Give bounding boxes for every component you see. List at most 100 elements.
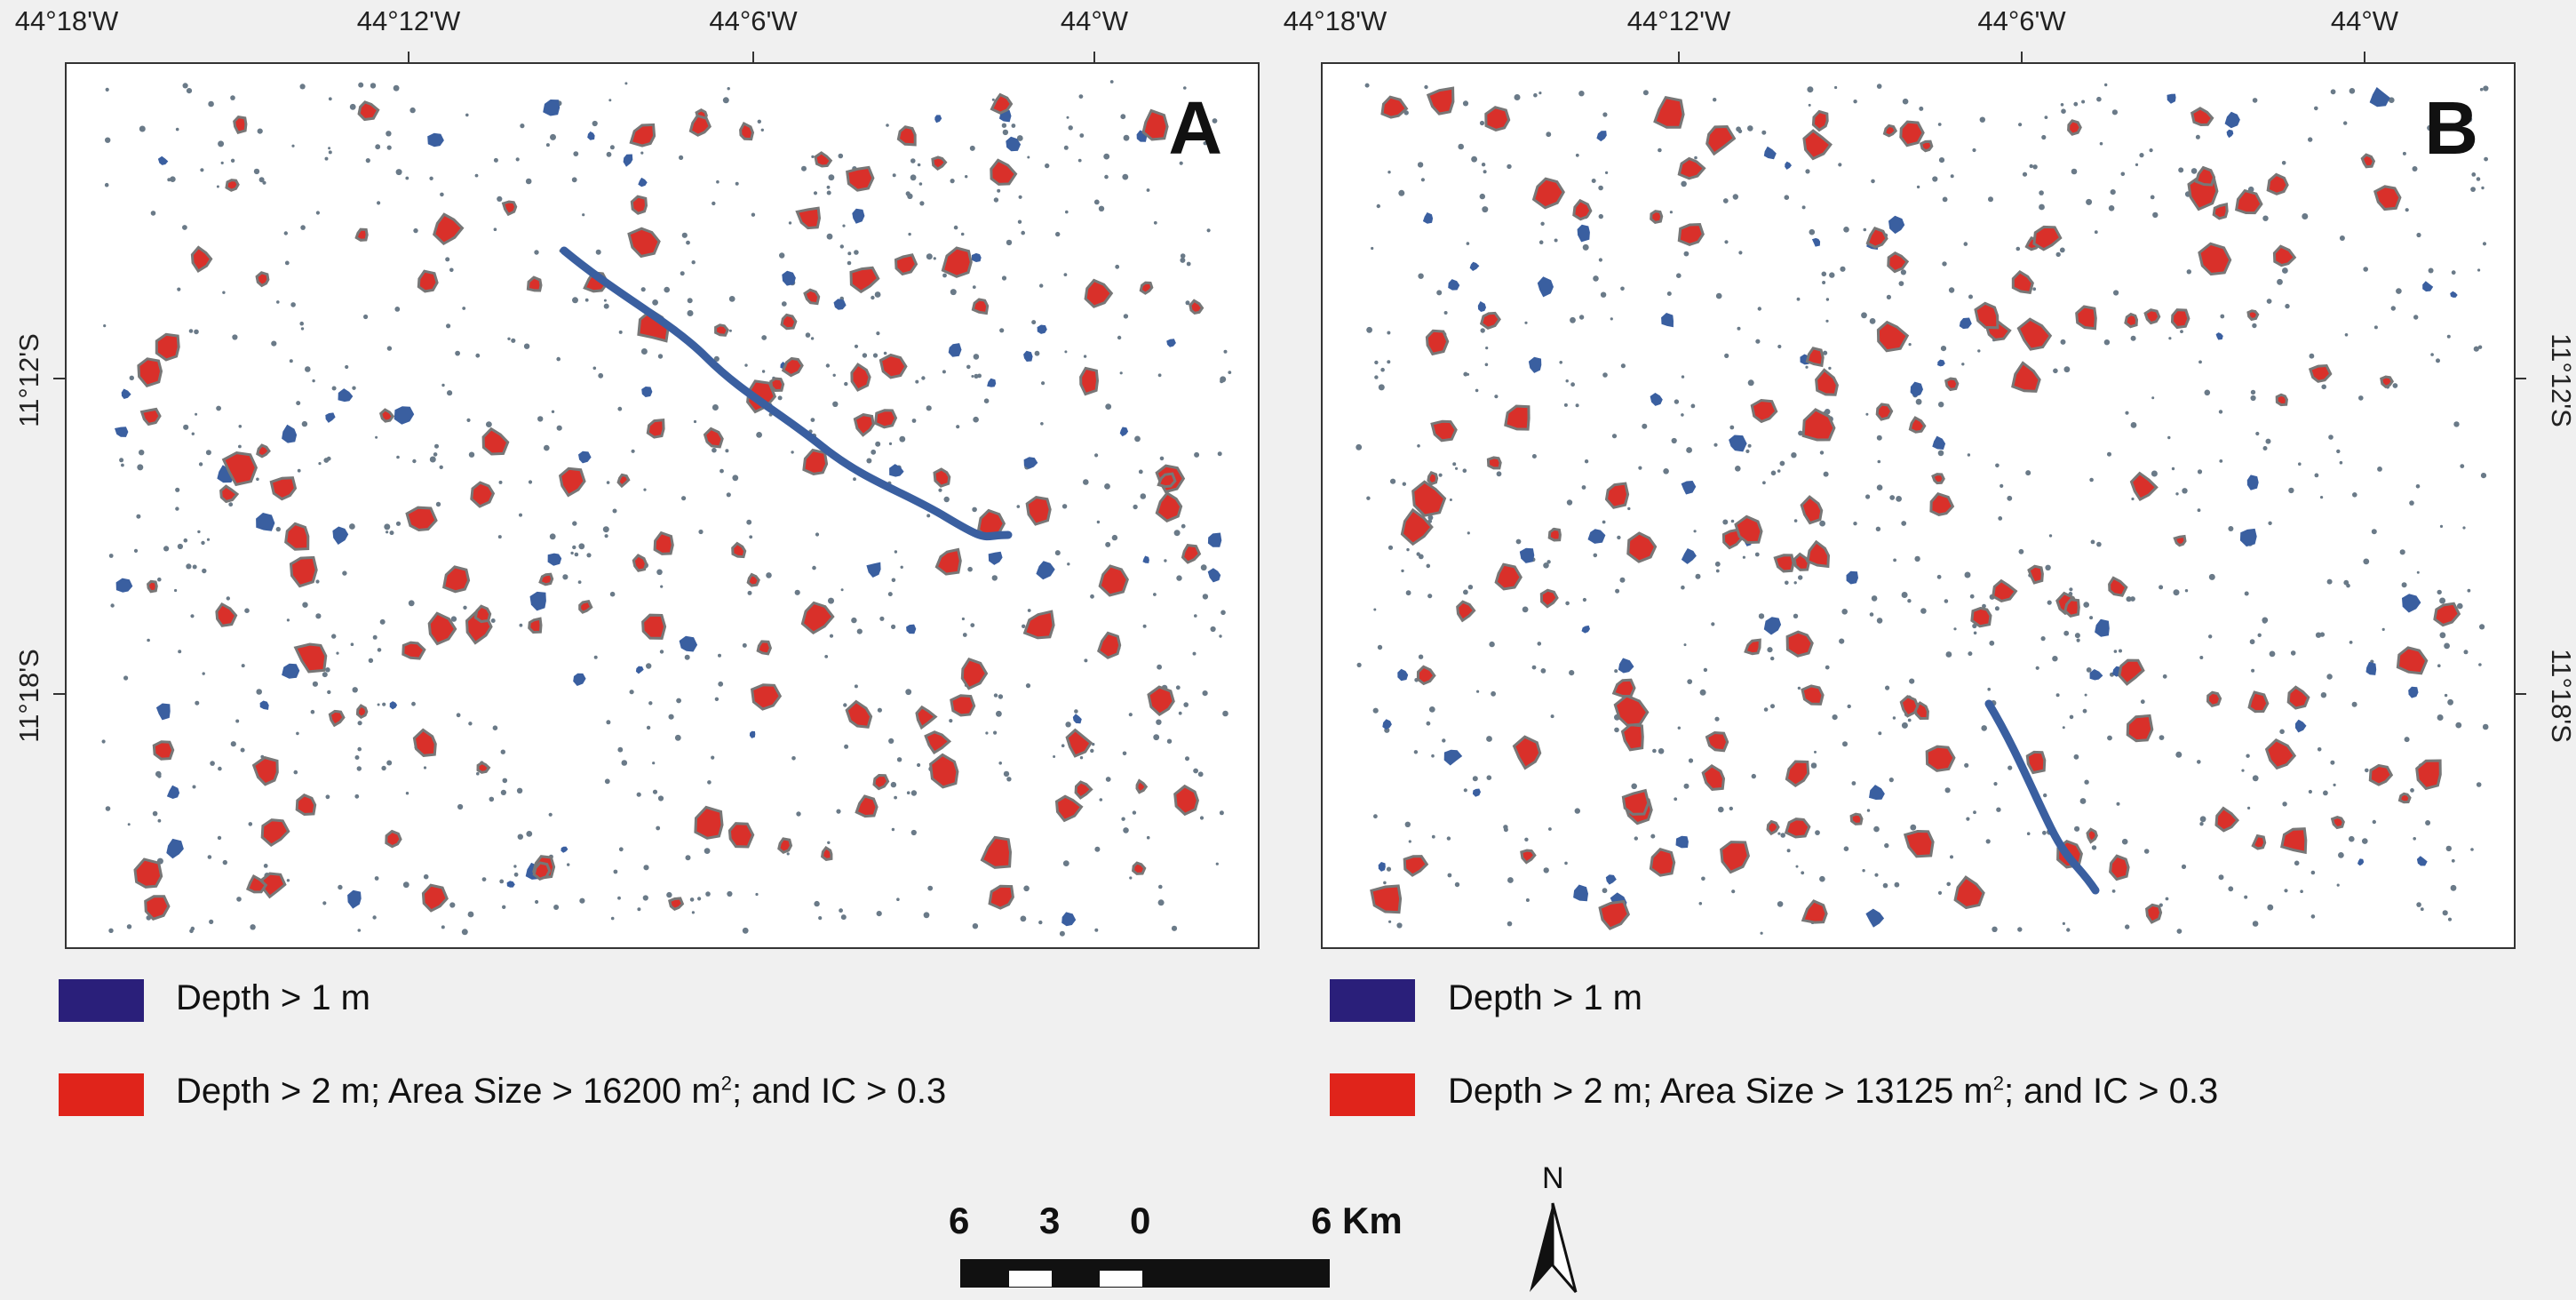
small-water-dot: [104, 182, 109, 187]
small-water-dot: [2362, 838, 2368, 844]
small-water-dot: [1600, 291, 1607, 298]
small-water-dot: [349, 103, 356, 110]
small-water-dot: [1372, 707, 1379, 714]
small-water-dot: [441, 383, 445, 387]
small-water-dot: [853, 477, 856, 482]
small-water-dot: [606, 720, 611, 725]
small-water-dot: [201, 540, 205, 546]
small-water-dot: [300, 327, 305, 331]
deep-pond: [1882, 124, 1898, 138]
small-water-dot: [434, 443, 439, 449]
small-water-dot: [218, 766, 222, 771]
small-water-dot: [919, 201, 925, 206]
deep-pond: [2075, 305, 2097, 331]
deep-pond: [1479, 311, 1501, 330]
small-water-dot: [1183, 702, 1189, 707]
deep-pond: [2275, 393, 2288, 407]
small-water-dot: [389, 530, 394, 536]
small-water-dot: [791, 756, 796, 761]
deep-pond: [219, 484, 240, 504]
small-water-dot: [1995, 463, 2000, 468]
small-water-dot: [2060, 103, 2064, 107]
deep-pond: [814, 151, 833, 168]
small-water-dot: [2477, 345, 2483, 349]
small-water-dot: [465, 113, 469, 117]
small-water-dot: [286, 879, 290, 882]
small-water-dot: [1961, 363, 1965, 366]
small-water-dot: [1908, 343, 1912, 347]
panel-letter-a: A: [1168, 86, 1222, 170]
tick-left-1: [53, 378, 66, 379]
small-water-dot: [965, 175, 968, 179]
small-water-dot: [175, 506, 179, 511]
small-water-dot: [573, 151, 579, 156]
deep-pond: [894, 253, 918, 276]
small-water-dot: [2199, 822, 2204, 826]
small-water-dot: [1851, 781, 1856, 786]
small-water-dot: [2405, 208, 2409, 212]
shallow-water-body: [394, 406, 415, 425]
small-water-dot: [1418, 273, 1424, 279]
scale-label-0: 0: [1130, 1200, 1151, 1241]
small-water-dot: [1123, 827, 1129, 833]
small-water-dot: [824, 655, 829, 658]
small-water-dot: [220, 161, 224, 164]
small-water-dot: [1228, 371, 1232, 374]
small-water-dot: [439, 465, 443, 469]
small-water-dot: [1570, 316, 1576, 323]
small-water-dot: [991, 98, 995, 101]
small-water-dot: [370, 83, 377, 89]
deep-pond: [2251, 833, 2267, 850]
small-water-dot: [1540, 221, 1545, 226]
small-water-dot: [1669, 211, 1673, 214]
small-water-dot: [1695, 573, 1701, 579]
small-water-dot: [839, 908, 843, 913]
small-water-dot: [1798, 430, 1803, 436]
deep-pond: [2214, 806, 2240, 833]
small-water-dot: [862, 353, 868, 358]
small-water-dot: [2000, 483, 2004, 488]
lon-label-b-2: 44°6'W: [1977, 5, 2066, 36]
small-water-dot: [2352, 492, 2357, 498]
small-water-dot: [1376, 203, 1380, 209]
small-water-dot: [1945, 651, 1952, 658]
shallow-water-body: [987, 378, 997, 387]
deep-pond: [1750, 398, 1778, 424]
small-water-dot: [2351, 701, 2357, 707]
legend-a-blue-swatch: [59, 979, 144, 1022]
small-water-dot: [545, 143, 550, 148]
deep-pond: [990, 158, 1018, 186]
small-water-dot: [1084, 658, 1088, 663]
small-water-dot: [735, 181, 739, 186]
small-water-dot: [648, 701, 653, 706]
small-water-dot: [2096, 96, 2102, 102]
deep-pond: [2266, 172, 2289, 195]
tick-right-1: [2514, 378, 2526, 379]
deep-pond: [269, 476, 298, 501]
small-water-dot: [1761, 130, 1767, 135]
small-water-dot: [2151, 470, 2158, 477]
small-water-dot: [315, 579, 320, 584]
small-water-dot: [1217, 451, 1222, 457]
small-water-dot: [829, 634, 834, 638]
deep-pond: [1992, 578, 2018, 602]
small-water-dot: [1128, 713, 1133, 717]
small-water-dot: [999, 328, 1005, 333]
small-water-dot: [926, 253, 933, 260]
deep-pond: [1065, 728, 1093, 758]
small-water-dot: [2069, 587, 2073, 592]
deep-pond: [641, 613, 667, 640]
small-water-dot: [429, 176, 433, 180]
small-water-dot: [1964, 762, 1969, 768]
small-water-dot: [2113, 290, 2119, 296]
small-water-dot: [697, 897, 702, 901]
small-water-dot: [1494, 395, 1499, 399]
small-water-dot: [1953, 627, 1957, 631]
small-water-dot: [876, 331, 880, 336]
deep-pond: [526, 275, 543, 292]
small-water-dot: [927, 885, 934, 891]
small-water-dot: [345, 364, 349, 370]
small-water-dot: [1408, 840, 1411, 843]
small-water-dot: [310, 709, 315, 714]
small-water-dot: [603, 303, 609, 309]
